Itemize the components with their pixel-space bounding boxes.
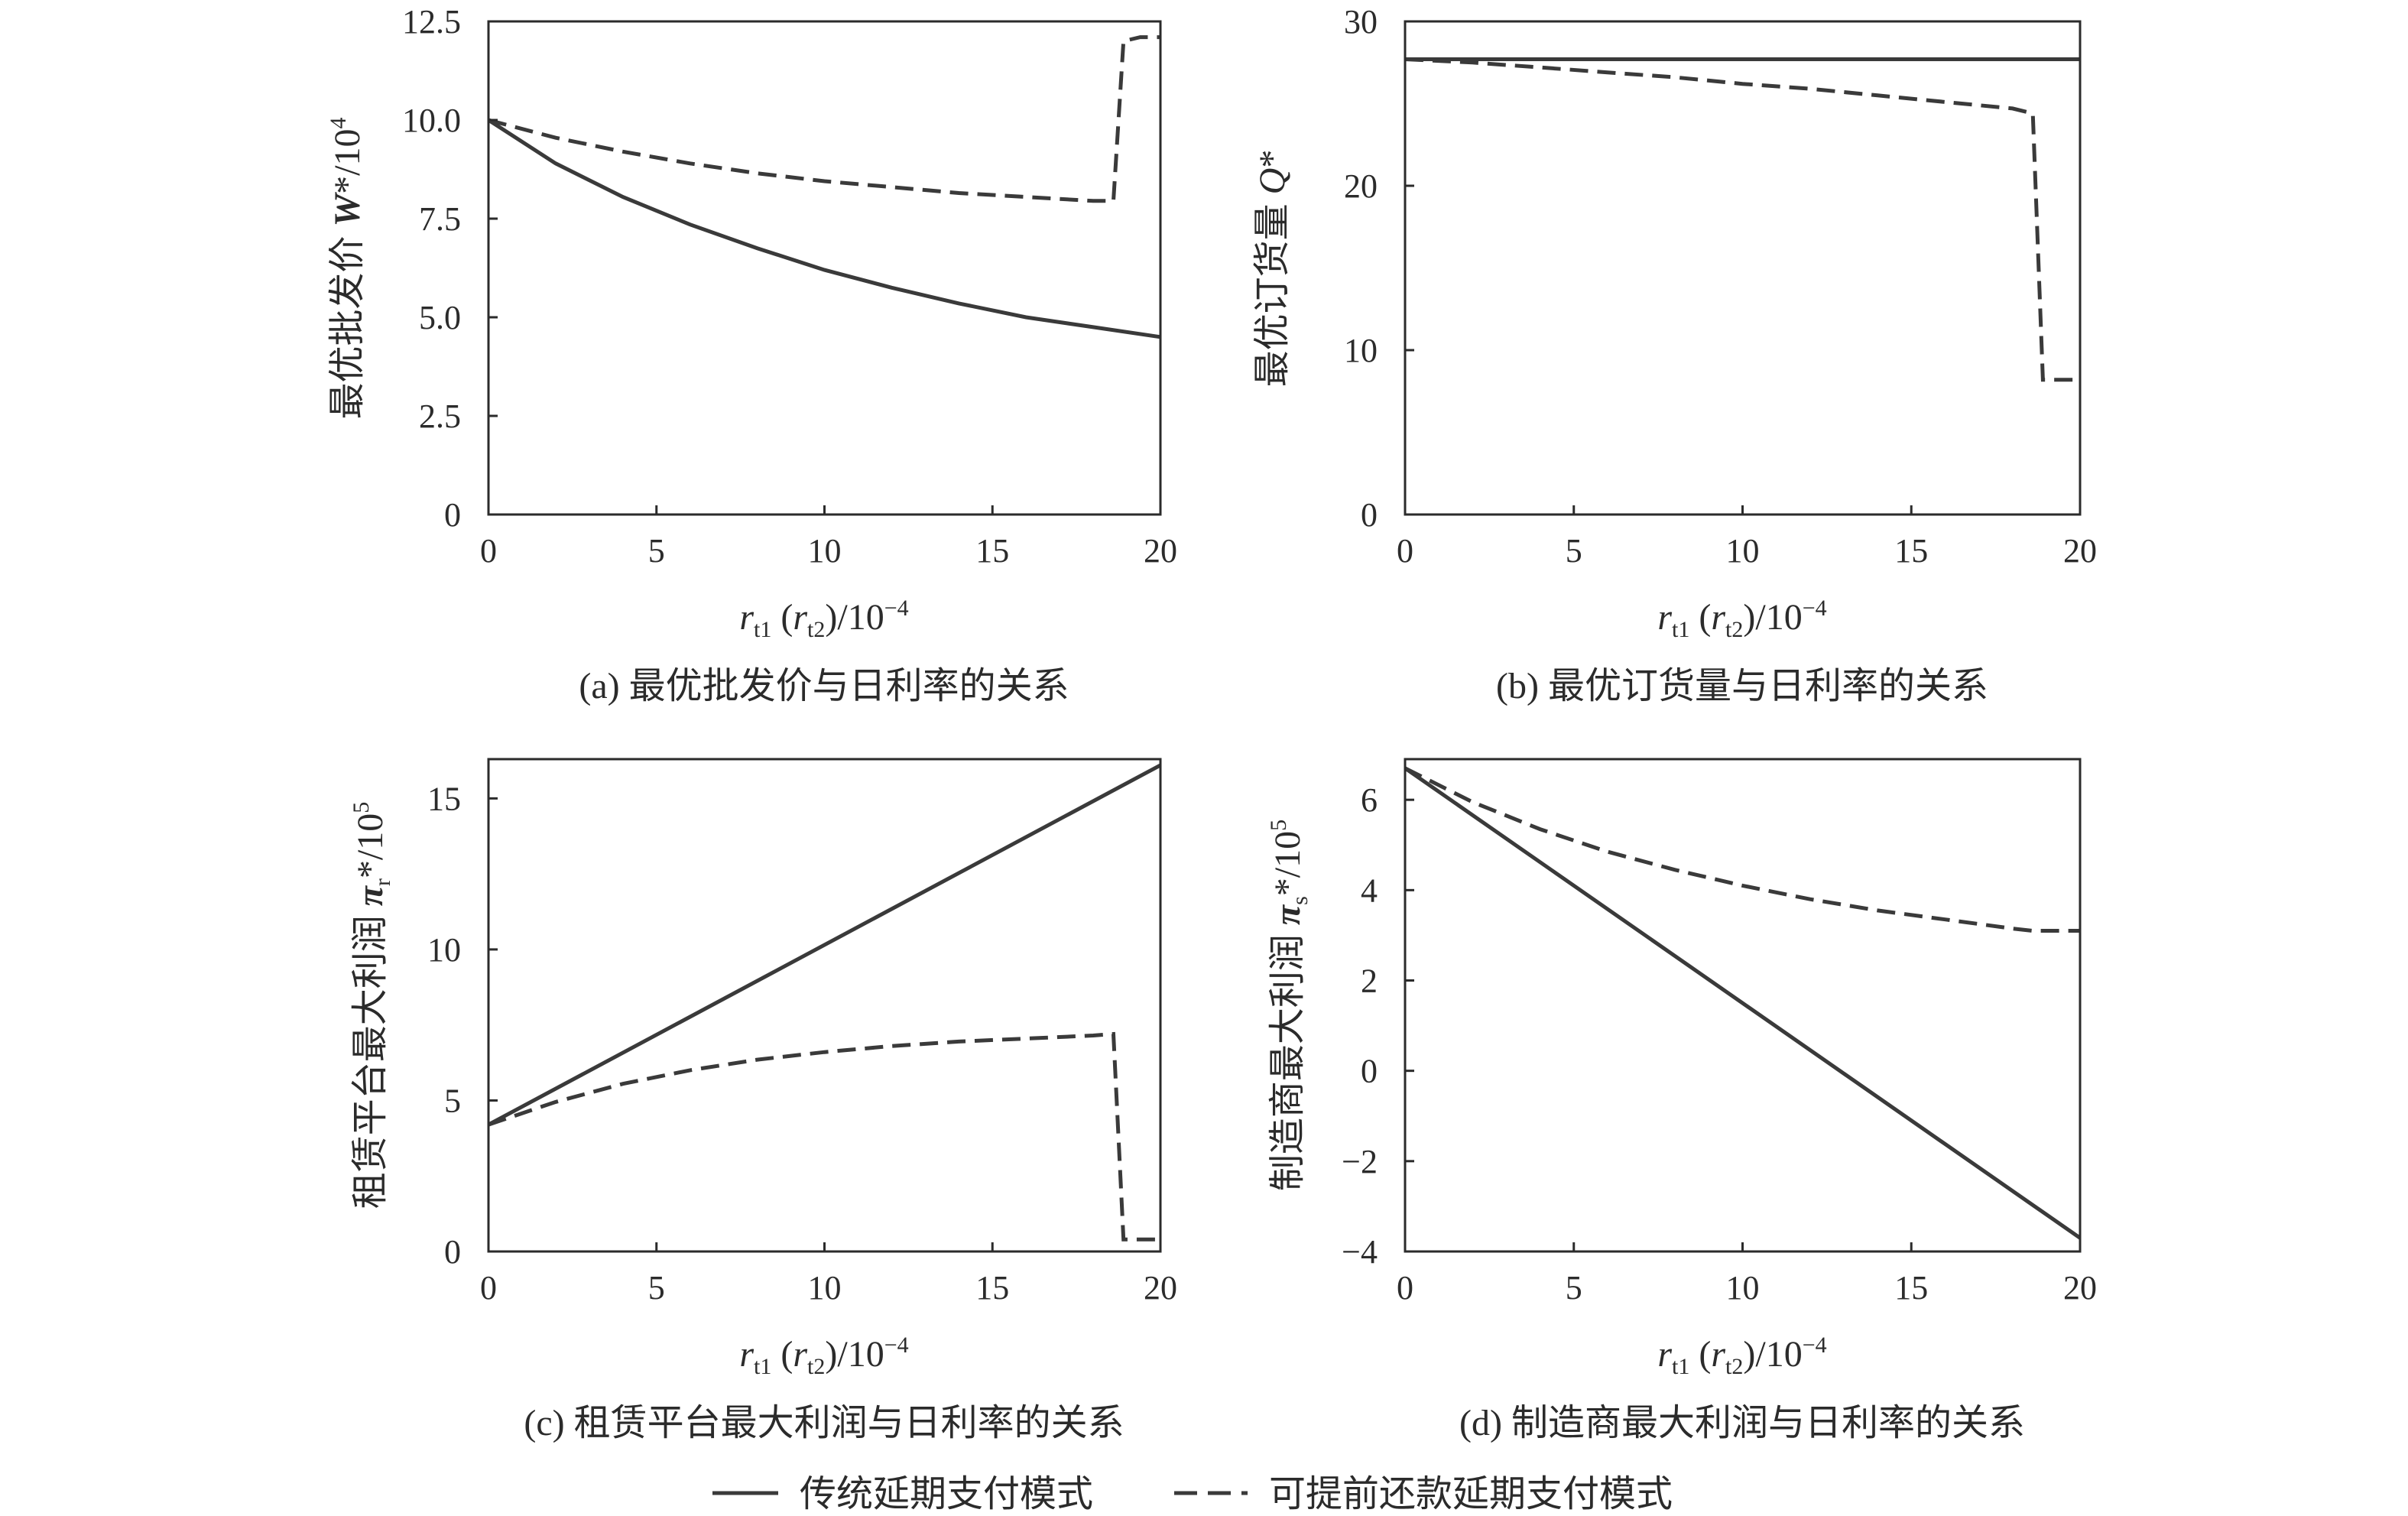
panel-c-ytick-label: 10	[427, 931, 461, 969]
panel-a-xtick-label: 0	[480, 532, 497, 570]
panel-a-ticks: 0 5 10 15 20 0 2.5 5.0 7.5 10.0 12.5	[402, 3, 1177, 570]
panel-c-series-solid	[487, 763, 1162, 1127]
panel-a-xtick-label: 5	[648, 532, 665, 570]
panel-d-ytick-label: −2	[1342, 1143, 1378, 1180]
panel-b-ytick-label: 30	[1344, 3, 1378, 41]
panel-c-ytick-label: 5	[444, 1082, 461, 1119]
panel-c-xlabel: rt1 (rt2)/10−4	[739, 1333, 908, 1379]
panel-d-xtick-label: 0	[1397, 1269, 1413, 1307]
panel-d-series	[1404, 766, 2082, 1240]
panel-a-caption: (a) 最优批发价与日利率的关系	[579, 666, 1069, 706]
panel-a-ylabel: 最优批发价 W*/104	[326, 117, 368, 419]
panel-a-xtick-label: 15	[975, 532, 1009, 570]
panel-c: 0 5 10 15 20 0 5 10 15 租赁平台最大利润 πr*/105 rt1 (rt2…	[349, 758, 1177, 1443]
panel-c-series	[487, 763, 1162, 1242]
panel-d-ytick-label: 6	[1361, 781, 1378, 819]
panel-c-ytick-label: 0	[444, 1233, 461, 1271]
panel-a-ytick-label: 12.5	[402, 3, 461, 41]
legend-dashed-label: 可提前还款延期支付模式	[1269, 1474, 1673, 1514]
panel-d-ytick-label: −4	[1342, 1233, 1378, 1271]
panel-b-ytick-label: 10	[1344, 332, 1378, 369]
panel-d-xtick-label: 20	[2063, 1269, 2097, 1307]
panel-a-ytick-label: 7.5	[419, 200, 461, 238]
panel-c-xtick-label: 20	[1144, 1269, 1177, 1307]
panel-d-ytick-label: 0	[1361, 1053, 1378, 1090]
panel-a-xtick-label: 20	[1144, 532, 1177, 570]
panel-b-ticks: 0 5 10 15 20 0 10 20 30	[1344, 3, 2097, 570]
panel-d-xtick-label: 5	[1566, 1269, 1582, 1307]
panel-b-xtick-label: 10	[1726, 532, 1760, 570]
panel-d-ylabel: 制造商最大利润 πs*/105	[1266, 820, 1313, 1191]
legend-solid-label: 传统延期支付模式	[800, 1474, 1093, 1514]
panel-a-ytick-label: 10.0	[402, 102, 461, 139]
panel-c-ticks: 0 5 10 15 20 0 5 10 15	[427, 780, 1177, 1307]
panel-b-frame	[1404, 20, 2082, 516]
panel-a-ytick-label: 5.0	[419, 299, 461, 336]
panel-d-caption: (d) 制造商最大利润与日利率的关系	[1459, 1403, 2025, 1443]
panel-c-ytick-label: 15	[427, 780, 461, 817]
panel-b-series	[1404, 57, 2080, 382]
panel-c-frame	[487, 758, 1162, 1253]
panel-c-series-dashed	[488, 1031, 1160, 1242]
panel-d-ytick-label: 2	[1361, 963, 1378, 1000]
panel-a-series	[487, 35, 1161, 339]
panel-a-ytick-label: 2.5	[419, 398, 461, 435]
panel-d-xlabel: rt1 (rt2)/10−4	[1657, 1333, 1826, 1379]
panel-a-ytick-label: 0	[444, 496, 461, 534]
panel-d-series-solid	[1404, 766, 2082, 1240]
panel-d-xtick-label: 15	[1894, 1269, 1928, 1307]
panel-a-series-solid	[487, 118, 1161, 339]
panel-b-ytick-label: 0	[1361, 496, 1378, 534]
panel-c-xtick-label: 15	[975, 1269, 1009, 1307]
panel-b-xtick-label: 5	[1566, 532, 1582, 570]
panel-b-xlabel: rt1 (rt2)/10−4	[1657, 596, 1826, 642]
panel-a-xtick-label: 10	[808, 532, 842, 570]
legend: 传统延期支付模式 可提前还款延期支付模式	[712, 1474, 1673, 1514]
panel-b-caption: (b) 最优订货量与日利率的关系	[1496, 666, 1988, 706]
panel-d: 0 5 10 15 20 −4 −2 0 2 4 6 制造商最大利润 πs*/105 rt1 (rt…	[1266, 758, 2097, 1443]
panel-c-xtick-label: 10	[808, 1269, 842, 1307]
panel-c-ylabel: 租赁平台最大利润 πr*/105	[349, 802, 395, 1209]
panel-c-xtick-label: 0	[480, 1269, 497, 1307]
panel-d-ticks: 0 5 10 15 20 −4 −2 0 2 4 6	[1342, 781, 2097, 1307]
panel-a-series-dashed	[488, 35, 1160, 203]
panel-b-series-dashed	[1404, 57, 2080, 382]
panel-d-xtick-label: 10	[1726, 1269, 1760, 1307]
panel-d-series-dashed	[1404, 766, 2080, 933]
panel-a-xlabel: rt1 (rt2)/10−4	[739, 596, 908, 642]
panel-b-xtick-label: 15	[1894, 532, 1928, 570]
panel-b-ytick-label: 20	[1344, 167, 1378, 205]
panel-b-xtick-label: 20	[2063, 532, 2097, 570]
panel-d-ytick-label: 4	[1361, 872, 1378, 909]
panel-c-caption: (c) 租赁平台最大利润与日利率的关系	[524, 1403, 1124, 1443]
panel-b-xtick-label: 0	[1397, 532, 1413, 570]
panel-b-ylabel: 最优订货量 Q*	[1252, 150, 1293, 388]
panel-c-xtick-label: 5	[648, 1269, 665, 1307]
